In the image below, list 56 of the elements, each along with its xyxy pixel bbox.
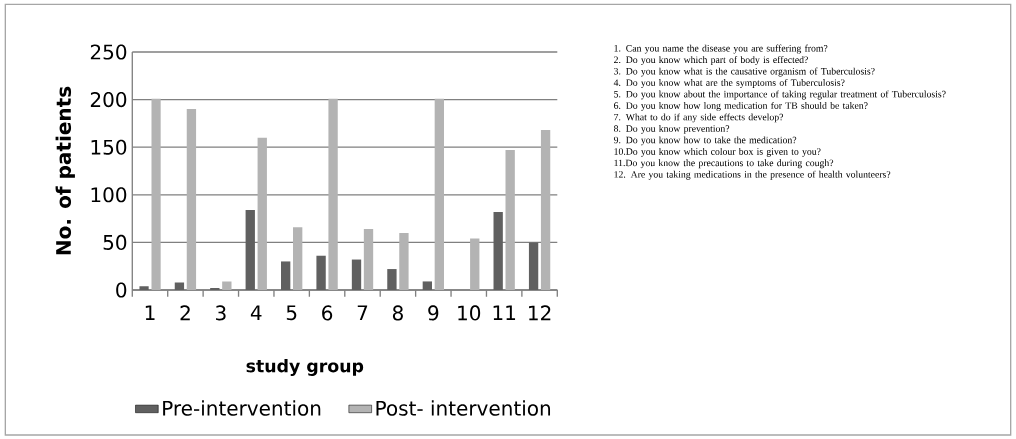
x-tick-label: 12 [529, 305, 551, 321]
x-axis-title: study group [246, 358, 364, 376]
bar [351, 259, 362, 290]
y-tick-label: 50 [103, 234, 127, 250]
text: 4. Do you know what are the symptoms of Tuberculosis? [613, 79, 845, 88]
x-tick-label: 2 [180, 305, 190, 321]
text: 5. Do you know about the importance of taking regular treatment of Tuberculosis? [614, 90, 946, 100]
y-tick-label: 100 [91, 187, 127, 203]
text: 2. Do you know which part of body is effected? [614, 56, 808, 66]
x-tick-label: 6 [322, 305, 333, 321]
x-tick-label: 1 [145, 305, 155, 320]
bar [470, 238, 480, 290]
y-axis-title: No. of patients [55, 86, 75, 255]
x-tick-label: 10 [458, 305, 481, 321]
x-tick-label: 5 [286, 305, 297, 321]
bar [257, 137, 267, 290]
bar [281, 261, 291, 290]
text: 3. Do you know what is the causative organism of Tuberculosis? [614, 67, 875, 77]
x-tick-label: 3 [216, 305, 226, 321]
bar [399, 232, 409, 290]
x-tick-label: 7 [357, 305, 368, 320]
text: 6. Do you know how long medication for TB should be taken? [614, 101, 868, 111]
bar [434, 98, 444, 290]
bar [328, 98, 338, 290]
bar [540, 130, 551, 290]
bar [245, 210, 255, 290]
legend-label: Post- intervention [376, 400, 551, 416]
y-tick-label: 250 [90, 44, 127, 60]
x-tick-label: 4 [250, 305, 262, 320]
x-tick-label: 9 [428, 305, 439, 321]
bar [174, 282, 185, 290]
bar [222, 281, 232, 290]
bar [186, 109, 197, 290]
text: 12. Are you taking medications in the presence of health volunteers? [614, 170, 891, 180]
bar [422, 281, 433, 290]
bar [528, 242, 539, 290]
text: 1. Can you name the disease you are suffering from? [614, 44, 828, 54]
bar [139, 286, 149, 290]
bar [505, 150, 515, 290]
text: 10.Do you know which colour box is given to you? [614, 147, 821, 157]
y-tick-label: 0 [116, 282, 127, 298]
bar [493, 211, 503, 290]
text: 9. Do you know how to take the medication? [613, 136, 797, 146]
text: 8. Do you know prevention? [613, 124, 730, 134]
y-tick-label: 150 [91, 139, 127, 155]
bar [316, 255, 326, 290]
legend-label: Pre-intervention [163, 400, 321, 416]
bar [387, 269, 397, 290]
bar [363, 229, 374, 290]
text: 7. What to do if any side effects develop? [614, 113, 784, 123]
bar [293, 227, 303, 290]
x-tick-label: 11 [493, 305, 516, 320]
y-tick-label: 200 [90, 92, 127, 108]
x-tick-label: 8 [392, 305, 403, 321]
text: 11.Do you know the precautions to take during cough? [614, 159, 834, 169]
bar [151, 98, 161, 290]
